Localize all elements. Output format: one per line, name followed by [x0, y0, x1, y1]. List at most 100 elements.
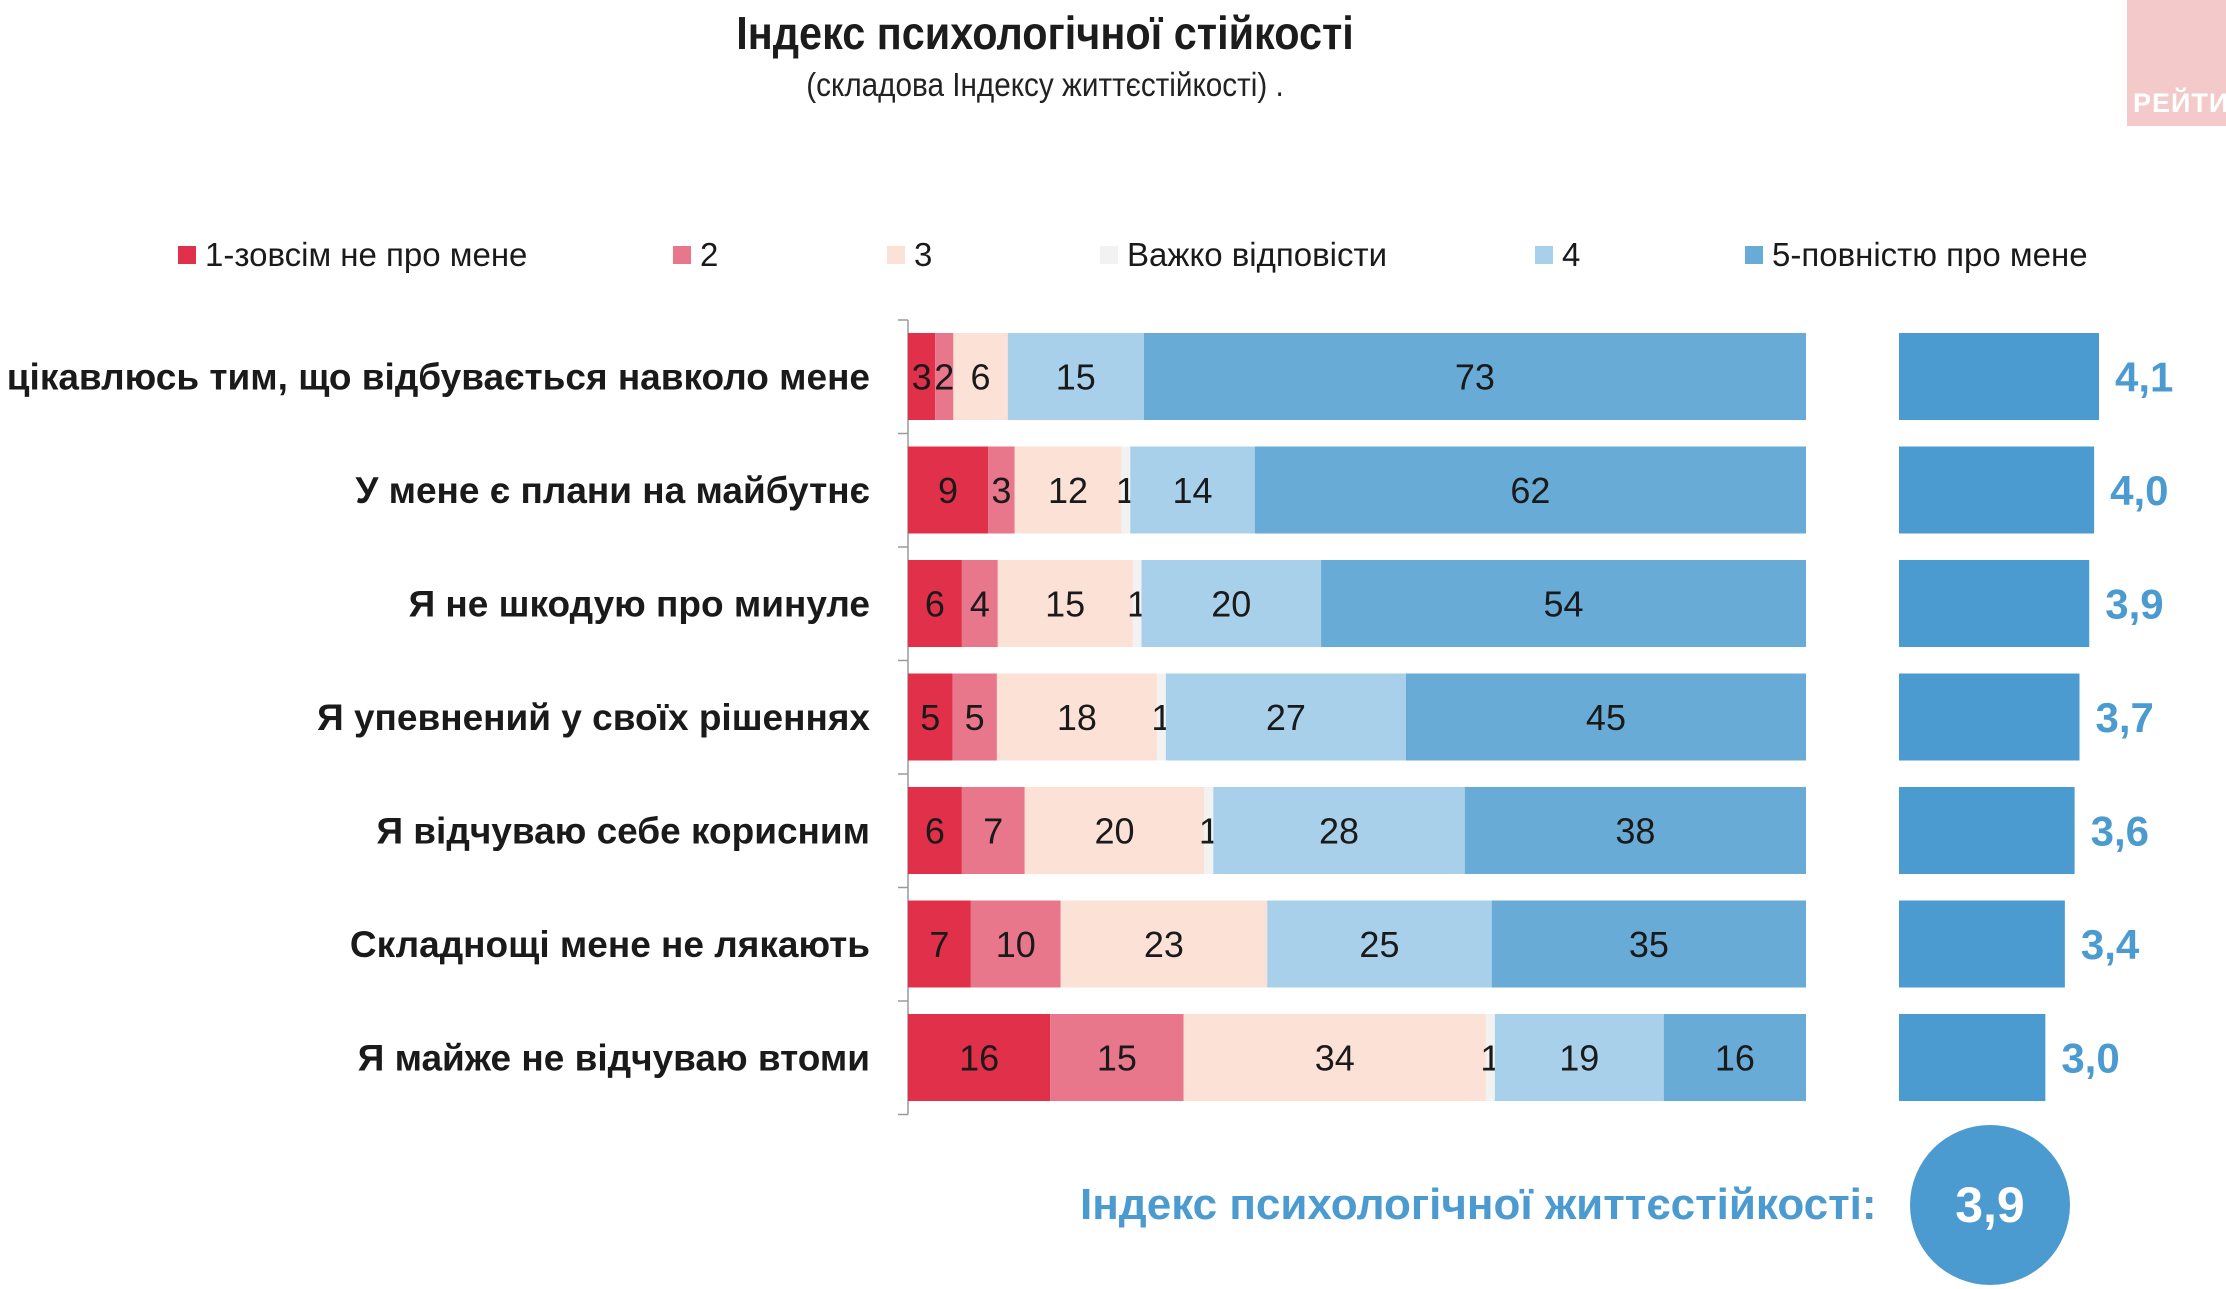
category-label: Я відчуваю себе корисним: [376, 811, 870, 852]
bar-segment: [908, 900, 971, 988]
bar-segment: [1213, 787, 1465, 874]
bar-segment: [1060, 900, 1268, 988]
legend-swatch: [1535, 246, 1553, 264]
mean-bar: [1899, 333, 2099, 420]
data-label: 3: [991, 470, 1011, 511]
bar-segment: [935, 333, 954, 420]
brand-logo: РЕЙТИ: [2127, 0, 2226, 126]
legend-item: 1-зовсім не про мене: [178, 230, 527, 280]
bar-segment: [1050, 1014, 1184, 1101]
bar-segment: [961, 787, 1025, 874]
data-label: 19: [1559, 1038, 1599, 1079]
bar-segment: [1321, 560, 1806, 647]
chart-subtitle: (складова Індексу життєстійкості) .: [806, 66, 1284, 103]
legend-swatch: [887, 246, 905, 264]
data-label: 14: [1172, 470, 1212, 511]
bar-segment: [908, 787, 962, 874]
bar-segment: [1132, 560, 1142, 647]
data-label: 15: [1056, 357, 1096, 398]
bar-segment: [1014, 446, 1122, 534]
data-label: 16: [1715, 1038, 1755, 1079]
bar-segment: [1143, 333, 1806, 420]
bar-segment: [908, 673, 953, 761]
mean-value-label: 3,4: [2081, 921, 2140, 968]
legend-item: 4: [1535, 230, 1580, 280]
bar-segment: [908, 333, 936, 420]
data-label: 23: [1144, 924, 1184, 965]
data-label: 9: [938, 470, 958, 511]
legend-label: 1-зовсім не про мене: [205, 236, 528, 273]
data-label: 35: [1629, 924, 1669, 965]
bar-segment: [1141, 560, 1322, 647]
bar-segment: [961, 560, 998, 647]
data-label: 20: [1095, 811, 1135, 852]
data-label: 15: [1097, 1038, 1137, 1079]
bar-segment: [953, 333, 1008, 420]
bar-segment: [908, 560, 962, 647]
mean-bar: [1899, 560, 2090, 647]
bar-segment: [1156, 673, 1166, 761]
data-label: 5: [965, 697, 985, 738]
data-label: 4: [970, 584, 990, 625]
mean-value-label: 3,0: [2061, 1035, 2119, 1082]
data-label: 2: [934, 357, 954, 398]
bar-segment: [1024, 787, 1205, 874]
mean-value-label: 4,1: [2115, 354, 2173, 401]
legend-swatch: [1100, 246, 1118, 264]
mean-bar: [1899, 1014, 2046, 1101]
legend-item: 2: [673, 230, 718, 280]
data-label: 7: [929, 924, 949, 965]
bar-segment: [1485, 1014, 1495, 1101]
bar-segment: [908, 1014, 1051, 1101]
data-label: 10: [996, 924, 1036, 965]
legend-swatch: [178, 246, 196, 264]
bar-segment: [1267, 900, 1492, 988]
legend-swatch: [1745, 246, 1763, 264]
bar-segment: [1121, 446, 1131, 534]
category-label: Складнощі мене не лякають: [350, 924, 870, 965]
mean-value-label: 3,9: [2105, 581, 2163, 628]
data-label: 34: [1315, 1038, 1355, 1079]
bar-segment: [1007, 333, 1144, 420]
bar-segment: [997, 560, 1133, 647]
index-value: 3,9: [1955, 1177, 2025, 1233]
index-value-circle: 3,9: [1910, 1125, 2070, 1285]
bar-segment: [970, 900, 1061, 988]
data-label: 18: [1057, 697, 1097, 738]
bar-segment: [1183, 1014, 1486, 1101]
data-label: 6: [925, 811, 945, 852]
data-label: 3: [912, 357, 932, 398]
bar-segment: [1494, 1014, 1664, 1101]
data-label: 6: [971, 357, 991, 398]
mean-bar: [1899, 900, 2065, 988]
category-label: Я упевнений у своїх рішеннях: [317, 697, 870, 738]
data-label: 12: [1048, 470, 1088, 511]
index-label: Індекс психологічної життєстійкості:: [1080, 1180, 1877, 1229]
category-label: Я не шкодую про минуле: [409, 584, 870, 625]
mean-bar: [1899, 673, 2080, 761]
bar-segment: [996, 673, 1157, 761]
category-label: У мене є плани на майбутнє: [355, 470, 870, 511]
data-label: 5: [920, 697, 940, 738]
data-label: 25: [1359, 924, 1399, 965]
bar-segment: [1491, 900, 1806, 988]
bar-segment: [1405, 673, 1806, 761]
legend-item: 3: [887, 230, 932, 280]
bar-segment: [988, 446, 1015, 534]
data-label: 62: [1510, 470, 1550, 511]
mean-value-label: 3,7: [2095, 694, 2153, 741]
data-label: 73: [1455, 357, 1495, 398]
mean-bar: [1899, 446, 2095, 534]
data-label: 45: [1586, 697, 1626, 738]
bar-segment: [1165, 673, 1406, 761]
data-label: 7: [983, 811, 1003, 852]
category-label: Я майже не відчуваю втоми: [358, 1038, 870, 1079]
chart-legend: 1-зовсім не про мене 2 3 Важко відповісти 4 5…: [0, 230, 2226, 280]
bar-segment: [1464, 787, 1806, 874]
bar-segment: [908, 446, 989, 534]
mean-value-label: 3,6: [2091, 808, 2149, 855]
data-label: 27: [1266, 697, 1306, 738]
data-label: 54: [1544, 584, 1584, 625]
bar-segment: [1204, 787, 1214, 874]
